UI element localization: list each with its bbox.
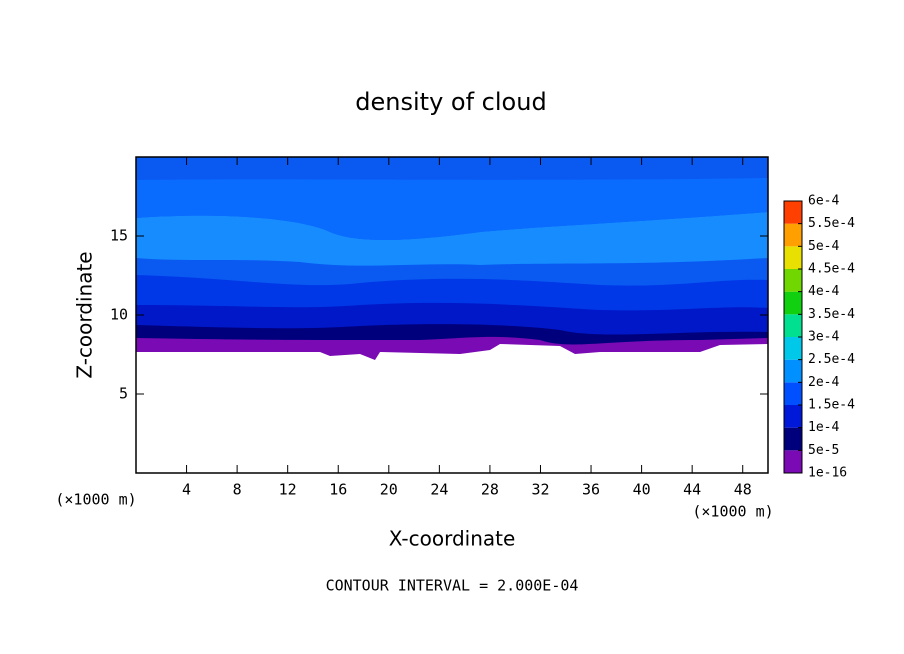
x-tick-label: 8 <box>233 481 242 499</box>
x-tick-label: 4 <box>182 481 191 499</box>
colorbar-band <box>784 269 802 292</box>
colorbar-band <box>784 382 802 405</box>
colorbar-band <box>784 337 802 360</box>
colorbar-label: 1e-16 <box>808 466 847 481</box>
y-unit-label: (×1000 m) <box>55 491 136 509</box>
colorbar-band <box>784 291 802 315</box>
x-tick-label: 24 <box>430 481 448 499</box>
x-tick-label: 20 <box>380 481 398 499</box>
colorbar-band <box>784 201 802 224</box>
colorbar-label: 5e-4 <box>808 239 839 254</box>
colorbar-band <box>784 314 802 337</box>
field-band <box>136 178 768 240</box>
x-tick-label: 32 <box>531 481 549 499</box>
x-tick-label: 12 <box>279 481 297 499</box>
y-axis-label: Z-coordinate <box>73 251 97 378</box>
y-tick-label: 10 <box>110 306 128 324</box>
y-tick-label: 15 <box>110 227 128 245</box>
colorbar-label: 1e-4 <box>808 420 839 435</box>
colorbar-band <box>784 246 802 269</box>
x-tick-label: 16 <box>329 481 347 499</box>
x-tick-label: 28 <box>481 481 499 499</box>
footer: CONTOUR INTERVAL = 2.000E-04 <box>326 577 579 595</box>
colorbar-label: 2.5e-4 <box>808 352 855 367</box>
x-tick-label: 44 <box>683 481 701 499</box>
x-unit-label: (×1000 m) <box>692 503 773 521</box>
field-empty <box>136 344 768 473</box>
colorbar-label: 4e-4 <box>808 284 839 299</box>
colorbar-label: 6e-4 <box>808 194 839 209</box>
x-tick-label: 36 <box>582 481 600 499</box>
colorbar-label: 1.5e-4 <box>808 398 855 413</box>
field-band <box>136 212 768 266</box>
x-axis-label: X-coordinate <box>389 527 516 551</box>
colorbar-band <box>784 223 802 247</box>
colorbar-label: 3.5e-4 <box>808 307 855 322</box>
colorbar-label: 2e-4 <box>808 375 839 390</box>
colorbar-label: 3e-4 <box>808 330 839 345</box>
colorbar-band <box>784 450 802 473</box>
colorbar-band <box>784 359 802 383</box>
chart-title: density of cloud <box>355 88 546 116</box>
colorbar-band <box>784 427 802 451</box>
colorbar-label: 5.5e-4 <box>808 216 855 231</box>
x-tick-label: 48 <box>734 481 752 499</box>
colorbar-label: 5e-5 <box>808 443 839 458</box>
colorbar-label: 4.5e-4 <box>808 262 855 277</box>
contour-field <box>136 157 768 473</box>
colorbar-band <box>784 405 802 428</box>
y-tick-label: 5 <box>119 385 128 403</box>
x-tick-label: 40 <box>633 481 651 499</box>
